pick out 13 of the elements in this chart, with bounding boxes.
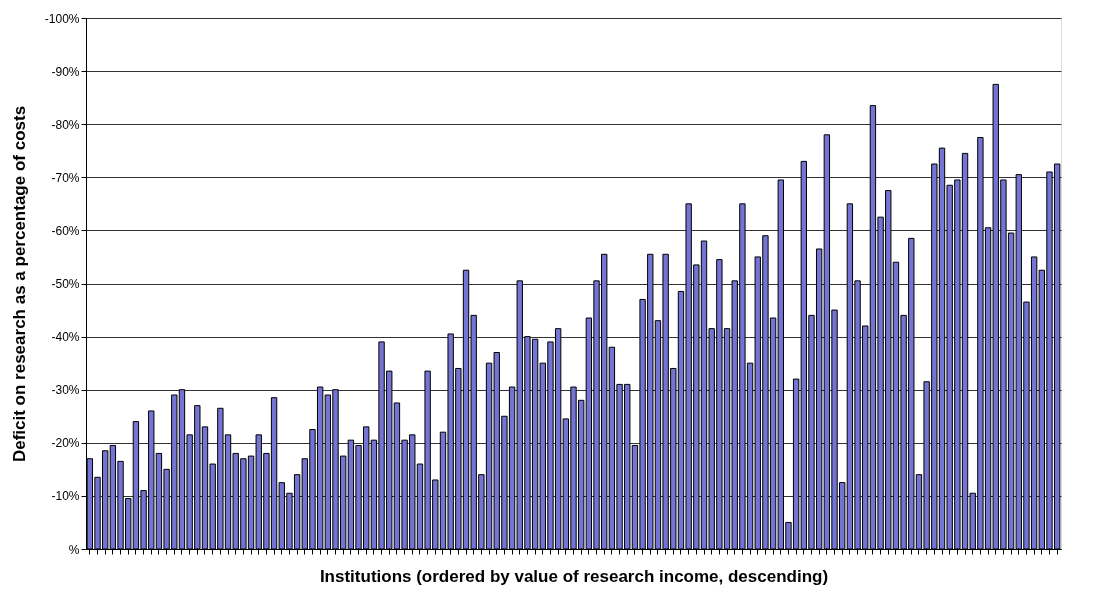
y-tick-label: -50% [51, 277, 80, 291]
y-tick-label: -20% [51, 436, 80, 451]
y-tick-label: -100% [44, 11, 80, 26]
y-tick-label: -80% [51, 117, 80, 132]
y-tick-label: -40% [51, 330, 80, 345]
y-axis-title: Deficit on research as a percentage of costs [9, 105, 29, 463]
y-tick-label: -90% [51, 64, 80, 79]
y-tick-label: -30% [51, 383, 80, 398]
y-tick-label: -70% [51, 170, 80, 185]
y-tick-label: -10% [51, 489, 80, 504]
x-axis-title: Institutions (ordered by value of research income, descending) [319, 567, 829, 586]
y-tick-label: % [68, 542, 80, 557]
y-tick-label: -60% [51, 223, 80, 238]
